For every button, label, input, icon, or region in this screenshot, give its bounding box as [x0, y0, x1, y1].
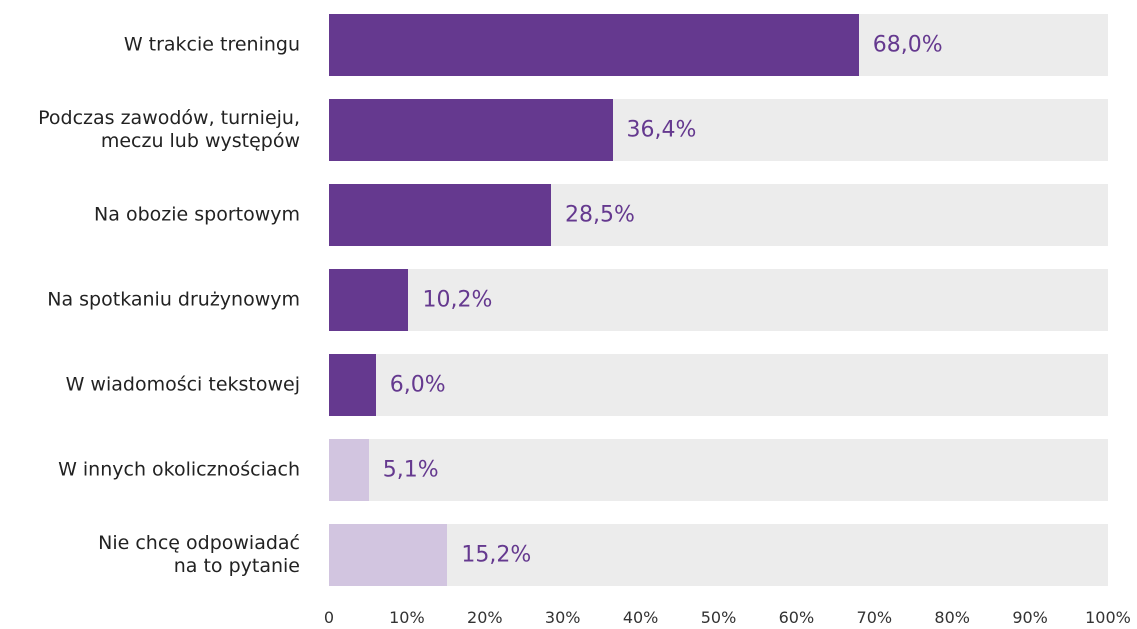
value-label: 10,2% [422, 287, 493, 313]
bar [329, 99, 613, 161]
bar-track [329, 354, 1108, 416]
value-label: 68,0% [872, 32, 943, 58]
bar [329, 524, 448, 586]
category-label: Nie chcę odpowiadać na to pytanie [98, 532, 300, 577]
value-label: 28,5% [565, 202, 635, 228]
x-tick-label: 50% [700, 608, 737, 627]
bar [329, 184, 551, 246]
value-label: 36,4% [626, 117, 697, 143]
category-label: W wiadomości tekstowej [65, 373, 300, 396]
category-label: Podczas zawodów, turnieju, meczu lub wys… [38, 107, 300, 152]
x-tick-label: 0 [323, 608, 335, 627]
category-label: Na spotkaniu drużynowym [47, 288, 300, 311]
x-tick-label: 20% [467, 608, 503, 627]
x-tick-label: 70% [856, 608, 893, 627]
x-tick-label: 10% [389, 608, 425, 627]
x-tick-label: 40% [622, 608, 659, 627]
value-label: 6,0% [389, 372, 446, 398]
bar-track [329, 439, 1108, 501]
value-label: 5,1% [382, 457, 439, 483]
x-tick-label: 100% [1085, 608, 1131, 627]
bar [329, 14, 859, 76]
x-tick-label: 90% [1012, 608, 1048, 627]
bar-track [329, 524, 1108, 586]
x-tick-label: 60% [778, 608, 815, 627]
bar [329, 269, 409, 331]
bar-track [329, 269, 1108, 331]
category-label: W innych okolicznościach [58, 458, 300, 481]
x-tick-label: 30% [544, 608, 581, 627]
category-label: Na obozie sportowym [94, 203, 300, 226]
category-label: W trakcie treningu [123, 33, 300, 56]
x-tick-label: 80% [934, 608, 970, 627]
bar [329, 354, 376, 416]
value-label: 15,2% [461, 542, 532, 568]
bar [329, 439, 369, 501]
